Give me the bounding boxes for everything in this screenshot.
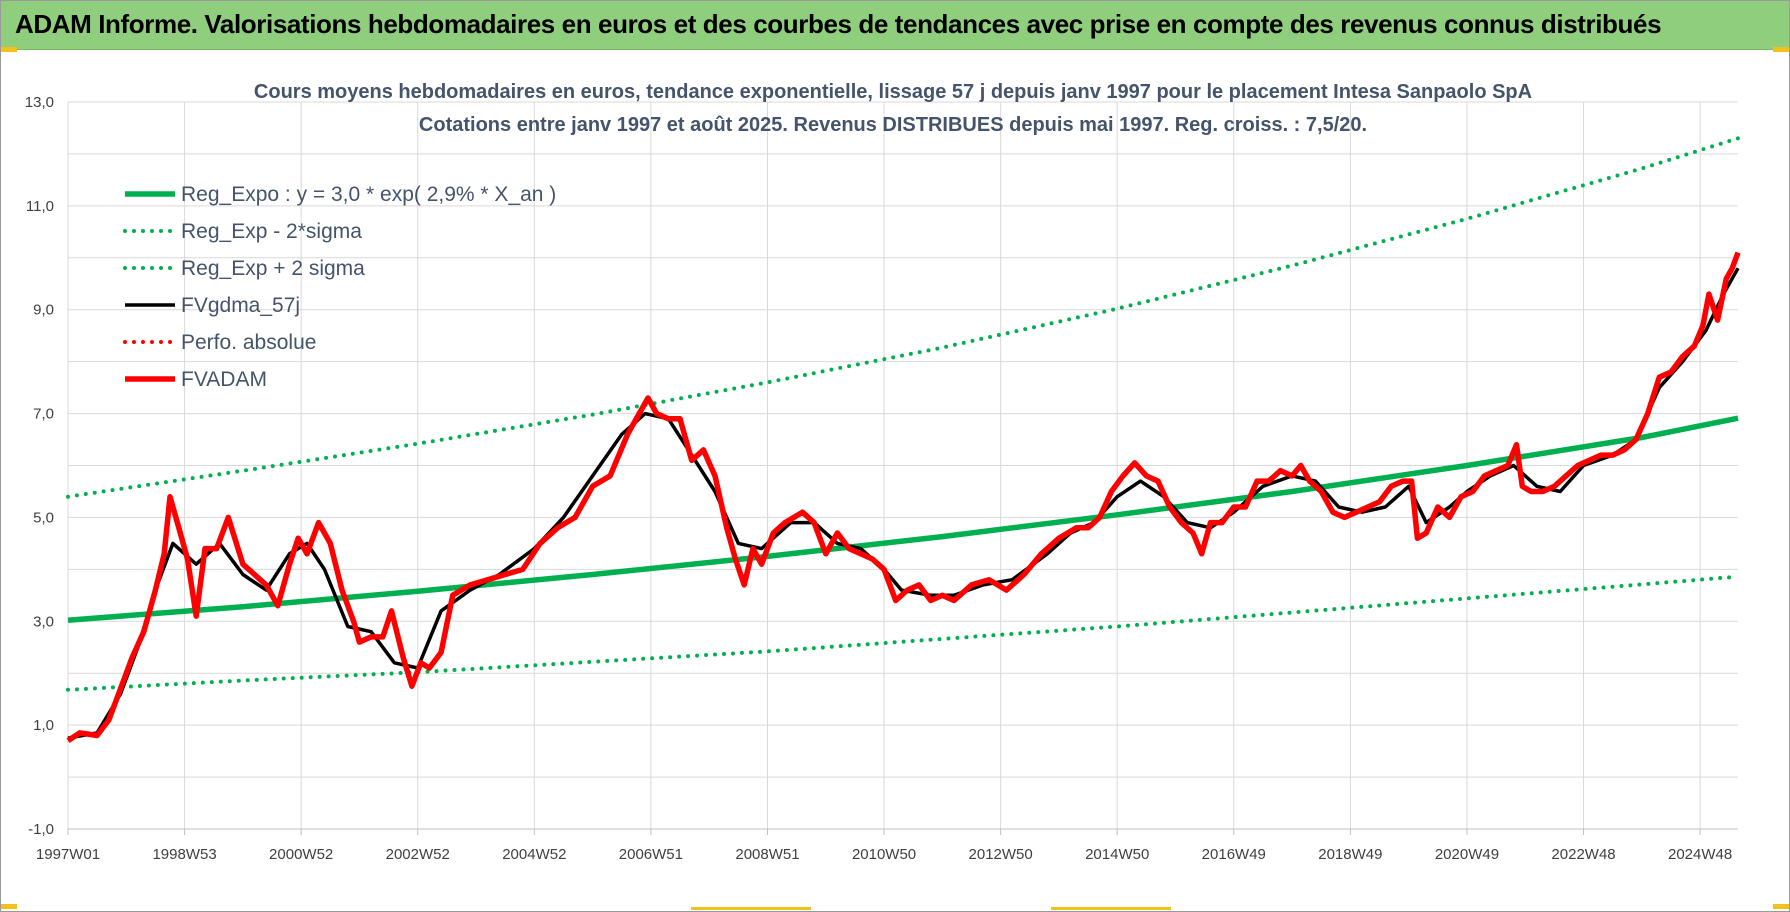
y-tick-label: 7,0 [33,406,54,423]
y-tick-label: 13,0 [25,94,54,111]
chart-title-line: Cotations entre janv 1997 et août 2025. … [419,114,1367,136]
y-tick-label: -1,0 [28,821,54,838]
series-line [67,415,1739,623]
x-tick-label: 2016W49 [1202,846,1266,863]
corner-mark-top-right [1773,47,1789,52]
legend-label: FVADAM [181,368,267,391]
x-tick-label: 2006W51 [619,846,683,863]
y-tick-label: 9,0 [33,302,54,319]
series-group [66,136,1741,743]
bottom-mark-2 [1051,907,1171,910]
gridlines [67,101,1738,835]
x-tick-label: 2010W50 [852,846,916,863]
x-tick-label: 2002W52 [386,846,450,863]
x-tick-label: 1998W53 [152,846,216,863]
x-tick-label: 2012W50 [969,846,1033,863]
y-tick-label: 3,0 [33,613,54,630]
y-tick-label: 5,0 [33,509,54,526]
x-tick-label: 2022W48 [1551,846,1615,863]
y-tick-label: 11,0 [26,198,54,215]
x-tick-label: 2024W48 [1668,846,1732,863]
corner-mark-top-left [1,47,17,52]
x-tick-label: 1997W01 [36,846,100,863]
bottom-mark-1 [691,907,811,910]
legend-label: Reg_Exp + 2 sigma [181,257,365,280]
chart-title-line: Cours moyens hebdomadaires en euros, ten… [254,81,1532,103]
x-tick-label: 2000W52 [269,846,333,863]
corner-mark-bottom-right [1773,904,1789,909]
x-tick-label: 2004W52 [502,846,566,863]
legend-label: FVgdma_57j [181,294,300,317]
x-tick-label: 2008W51 [735,846,799,863]
legend: Reg_Expo : y = 3,0 * exp( 2,9% * X_an ) R… [123,183,556,391]
report-title: ADAM Informe. Valorisations hebdomadaire… [15,9,1662,39]
legend-label: Reg_Exp - 2*sigma [181,220,362,243]
x-tick-label: 2020W49 [1435,846,1499,863]
legend-label: Reg_Expo : y = 3,0 * exp( 2,9% * X_an ) [181,183,556,206]
x-tick-label: 2018W49 [1318,846,1382,863]
corner-mark-bottom-left [1,904,17,909]
series-line [66,251,1741,743]
x-tick-label: 2014W50 [1085,846,1149,863]
report-banner: ADAM Informe. Valorisations hebdomadaire… [1,1,1789,50]
legend-label: Perfo. absolue [181,331,316,354]
y-tick-label: 1,0 [33,717,54,734]
